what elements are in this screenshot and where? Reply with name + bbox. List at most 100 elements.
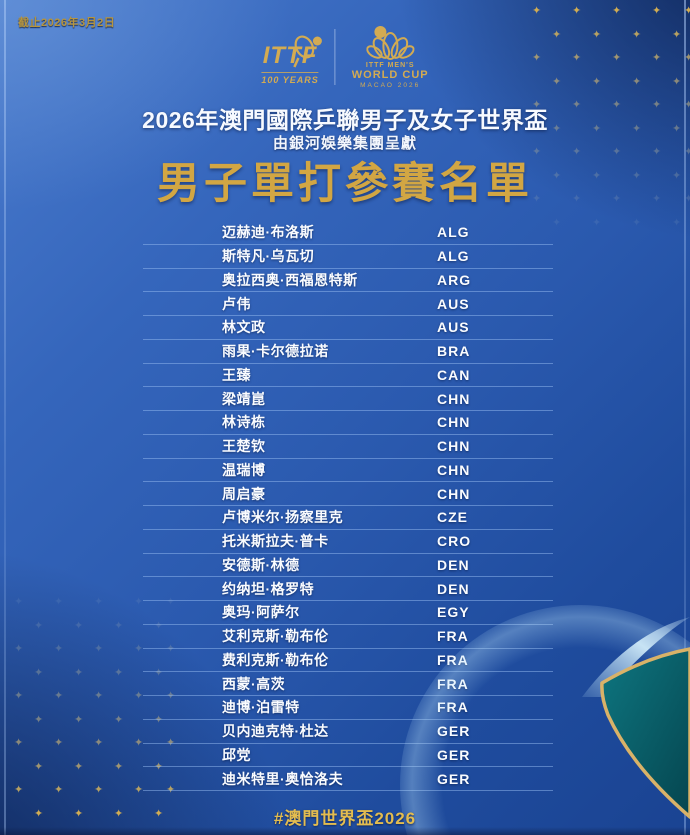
player-noc: CHN [437,390,471,407]
roster-row: 西蒙·高茨 FRA [143,672,553,696]
roster-row: 安德斯·林德 DEN [143,554,553,578]
player-noc: GER [437,771,470,787]
diamond-icon: ✦ [94,643,104,655]
player-noc: CZE [437,509,468,526]
diamond-icon: ✦ [14,784,24,796]
diamond-icon: ✦ [114,619,124,632]
player-name: 迪博·泊雷特 [222,699,300,716]
roster-row: 林诗栋 CHN [143,411,553,435]
diamond-icon: ✦ [94,596,104,608]
player-name: 林诗栋 [222,414,266,431]
roster-row: 梁靖崑 CHN [143,387,553,411]
player-noc: CHN [437,461,471,478]
diamond-icon: ✦ [54,690,64,702]
bottom-shade-band [0,827,690,835]
player-noc: CHN [437,414,471,431]
world-cup-macao-logo: ITTF MEN'S WORLD CUP MACAO 2026 [352,24,429,89]
player-name: 梁靖崑 [222,390,266,407]
diamond-icon: ✦ [652,5,662,17]
player-noc: ARG [437,271,472,288]
roster-row: 王楚钦 CHN [143,435,553,459]
diamond-icon: ✦ [134,596,144,608]
player-name: 温瑞博 [222,461,266,478]
diamond-icon: ✦ [74,666,84,679]
roster-row: 卢博米尔·扬察里克 CZE [143,506,553,530]
diamond-icon: ✦ [14,690,24,702]
player-noc: CHN [437,485,471,502]
diamond-icon: ✦ [34,666,44,679]
diamond-icon: ✦ [54,643,64,655]
left-edge-highlight [4,0,6,835]
player-noc: AUS [437,295,470,312]
player-noc: FRA [437,676,469,692]
player-noc: DEN [437,556,470,573]
player-noc: CAN [437,366,471,383]
player-noc: GER [437,747,470,763]
diamond-icon: ✦ [14,643,24,655]
roster-row: 迪米特里·奥恰洛夫 GER [143,767,553,791]
event-logo-line2: WORLD CUP [351,69,429,81]
player-name: 雨果·卡尔德拉诺 [222,343,329,360]
diamond-icon: ✦ [34,760,44,773]
roster-row: 王臻 CAN [143,364,553,388]
roster-row: 费利克斯·勒布伦 FRA [143,649,553,673]
roster-row: 艾利克斯·勒布伦 FRA [143,625,553,649]
diamond-icon: ✦ [14,737,24,749]
diamond-icon: ✦ [592,75,602,88]
diamond-icon: ✦ [34,619,44,632]
diamond-icon: ✦ [114,713,124,726]
player-name: 约纳坦·格罗特 [222,580,315,597]
ittf-100-years-label: 100 YEARS [261,72,319,85]
player-name: 迪米特里·奥恰洛夫 [222,770,344,787]
diamond-icon: ✦ [134,690,144,702]
player-noc: FRA [437,652,469,668]
roster-row: 迈赫迪·布洛斯 ALG [143,221,553,245]
right-edge-highlight [684,0,686,835]
diamond-icon: ✦ [592,216,602,229]
player-noc: EGY [437,604,470,621]
roster-row: 奥玛·阿萨尔 EGY [143,601,553,625]
lotus-petal-decoration [582,617,690,819]
roster-row: 雨果·卡尔德拉诺 BRA [143,340,553,364]
diamond-icon: ✦ [74,713,84,726]
roster-row: 邱党 GER [143,744,553,768]
player-name: 迈赫迪·布洛斯 [222,224,315,241]
diamond-icon: ✦ [114,666,124,679]
player-name: 贝内迪克特·杜达 [222,723,329,740]
diamond-icon: ✦ [74,619,84,632]
roster-row: 温瑞博 CHN [143,459,553,483]
player-name: 邱党 [222,746,251,763]
diamond-icon: ✦ [134,784,144,796]
player-noc: CRO [437,533,472,550]
diamond-icon: ✦ [652,52,662,64]
diamond-icon: ✦ [672,28,682,41]
player-name: 托米斯拉夫·普卡 [222,533,329,550]
diamond-icon: ✦ [94,737,104,749]
player-name: 卢伟 [222,295,251,312]
diamond-icon: ✦ [14,596,24,608]
diamond-icon: ✦ [672,75,682,88]
diamond-icon: ✦ [54,737,64,749]
diamond-icon: ✦ [94,784,104,796]
player-noc: FRA [437,699,469,715]
page-title: 男子單打參賽名單 [157,160,533,208]
logo-divider [334,28,336,85]
roster-row: 贝内迪克特·杜达 GER [143,720,553,744]
player-name: 奥玛·阿萨尔 [222,604,300,621]
diamond-icon: ✦ [94,690,104,702]
player-noc: FRA [437,628,469,645]
diamond-icon: ✦ [134,643,144,655]
player-name: 艾利克斯·勒布伦 [222,628,329,645]
diamond-icon: ✦ [592,28,602,41]
diamond-icon: ✦ [572,5,582,17]
diamond-icon: ✦ [552,216,562,229]
entry-list-table: 迈赫迪·布洛斯 ALG 斯特凡·乌瓦切 ALG 奥拉西奥·西福恩特斯 ARG 卢伟 AUS 林文… [143,221,553,791]
roster-row: 林文政 AUS [143,316,553,340]
diamond-icon: ✦ [612,52,622,64]
player-noc: CHN [437,438,471,455]
roster-row: 奥拉西奥·西福恩特斯 ARG [143,269,553,293]
player-noc: ALG [437,224,470,241]
diamond-icon: ✦ [74,760,84,773]
player-noc: ALG [437,248,470,265]
ittf-100-years-logo: ITTF 100 YEARS [261,28,322,85]
